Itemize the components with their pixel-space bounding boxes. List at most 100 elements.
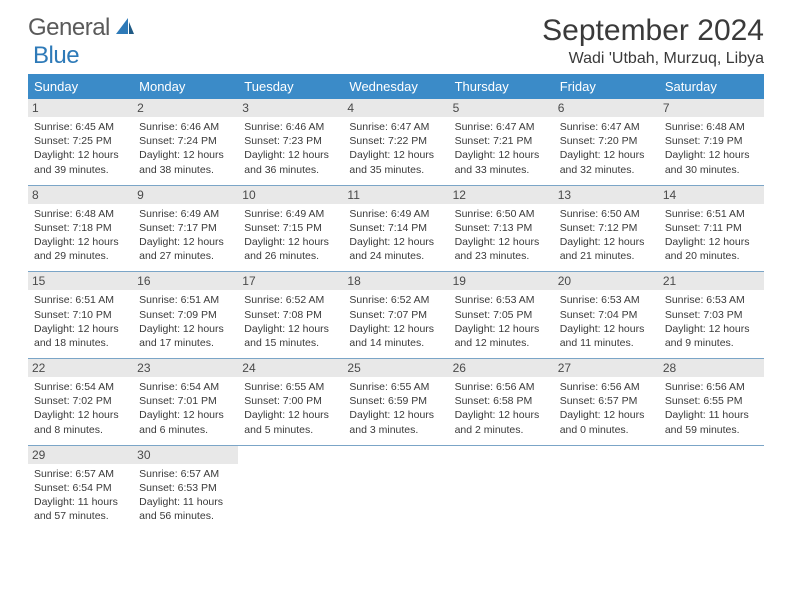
week-row: 22 Sunrise: 6:54 AMSunset: 7:02 PMDayligh… [28, 359, 764, 446]
day-number: 20 [554, 272, 659, 290]
day-cell: 29 Sunrise: 6:57 AMSunset: 6:54 PMDayligh… [28, 446, 133, 532]
location-text: Wadi 'Utbah, Murzuq, Libya [542, 50, 764, 68]
day-number: 16 [133, 272, 238, 290]
day-details: Sunrise: 6:48 AMSunset: 7:19 PMDaylight:… [665, 120, 758, 177]
day-details: Sunrise: 6:48 AMSunset: 7:18 PMDaylight:… [34, 207, 127, 264]
day-details: Sunrise: 6:56 AMSunset: 6:55 PMDaylight:… [665, 380, 758, 437]
day-details: Sunrise: 6:50 AMSunset: 7:12 PMDaylight:… [560, 207, 653, 264]
day-number: 3 [238, 99, 343, 117]
week-row: 29 Sunrise: 6:57 AMSunset: 6:54 PMDayligh… [28, 446, 764, 532]
day-details: Sunrise: 6:55 AMSunset: 6:59 PMDaylight:… [349, 380, 442, 437]
day-number: 26 [449, 359, 554, 377]
day-cell: 27 Sunrise: 6:56 AMSunset: 6:57 PMDayligh… [554, 359, 659, 445]
day-details: Sunrise: 6:49 AMSunset: 7:15 PMDaylight:… [244, 207, 337, 264]
day-cell: 4 Sunrise: 6:47 AMSunset: 7:22 PMDaylight… [343, 99, 448, 185]
day-number: 21 [659, 272, 764, 290]
day-details: Sunrise: 6:47 AMSunset: 7:20 PMDaylight:… [560, 120, 653, 177]
day-number: 12 [449, 186, 554, 204]
day-cell: 25Sunrise: 6:55 AMSunset: 6:59 PMDayligh… [343, 359, 448, 445]
day-details: Sunrise: 6:53 AMSunset: 7:03 PMDaylight:… [665, 293, 758, 350]
title-block: September 2024 Wadi 'Utbah, Murzuq, Liby… [542, 14, 764, 68]
logo-sail-icon [114, 16, 136, 41]
day-number: 28 [659, 359, 764, 377]
day-cell: 6 Sunrise: 6:47 AMSunset: 7:20 PMDaylight… [554, 99, 659, 185]
day-cell-empty [554, 446, 659, 532]
day-details: Sunrise: 6:51 AMSunset: 7:10 PMDaylight:… [34, 293, 127, 350]
day-cell-empty [238, 446, 343, 532]
day-cell: 13Sunrise: 6:50 AMSunset: 7:12 PMDayligh… [554, 186, 659, 272]
day-details: Sunrise: 6:56 AMSunset: 6:58 PMDaylight:… [455, 380, 548, 437]
day-number: 1 [28, 99, 133, 117]
day-cell: 30 Sunrise: 6:57 AMSunset: 6:53 PMDayligh… [133, 446, 238, 532]
day-number: 9 [133, 186, 238, 204]
day-cell: 18Sunrise: 6:52 AMSunset: 7:07 PMDayligh… [343, 272, 448, 358]
day-details: Sunrise: 6:50 AMSunset: 7:13 PMDaylight:… [455, 207, 548, 264]
week-row: 1 Sunrise: 6:45 AMSunset: 7:25 PMDaylight… [28, 99, 764, 186]
day-cell: 12 Sunrise: 6:50 AMSunset: 7:13 PMDayligh… [449, 186, 554, 272]
weekday-header: Friday [554, 74, 659, 99]
day-number: 22 [28, 359, 133, 377]
logo-text-blue-wrap: Blue [33, 42, 79, 70]
day-details: Sunrise: 6:47 AMSunset: 7:22 PMDaylight:… [349, 120, 442, 177]
day-details: Sunrise: 6:49 AMSunset: 7:14 PMDaylight:… [349, 207, 442, 264]
day-details: Sunrise: 6:56 AMSunset: 6:57 PMDaylight:… [560, 380, 653, 437]
day-cell: 21 Sunrise: 6:53 AMSunset: 7:03 PMDayligh… [659, 272, 764, 358]
day-cell: 7 Sunrise: 6:48 AMSunset: 7:19 PMDaylight… [659, 99, 764, 185]
header: General September 2024 Wadi 'Utbah, Murz… [0, 0, 792, 74]
day-details: Sunrise: 6:45 AMSunset: 7:25 PMDaylight:… [34, 120, 127, 177]
month-title: September 2024 [542, 14, 764, 48]
day-number: 8 [28, 186, 133, 204]
weekday-header: Tuesday [238, 74, 343, 99]
day-details: Sunrise: 6:57 AMSunset: 6:53 PMDaylight:… [139, 467, 232, 524]
day-number: 14 [659, 186, 764, 204]
day-cell: 19Sunrise: 6:53 AMSunset: 7:05 PMDayligh… [449, 272, 554, 358]
day-details: Sunrise: 6:54 AMSunset: 7:01 PMDaylight:… [139, 380, 232, 437]
day-details: Sunrise: 6:51 AMSunset: 7:11 PMDaylight:… [665, 207, 758, 264]
weekday-header: Monday [133, 74, 238, 99]
day-number: 27 [554, 359, 659, 377]
day-number: 4 [343, 99, 448, 117]
day-cell: 22 Sunrise: 6:54 AMSunset: 7:02 PMDayligh… [28, 359, 133, 445]
day-details: Sunrise: 6:57 AMSunset: 6:54 PMDaylight:… [34, 467, 127, 524]
calendar: SundayMondayTuesdayWednesdayThursdayFrid… [0, 74, 792, 531]
day-details: Sunrise: 6:54 AMSunset: 7:02 PMDaylight:… [34, 380, 127, 437]
day-cell: 23 Sunrise: 6:54 AMSunset: 7:01 PMDayligh… [133, 359, 238, 445]
day-number: 24 [238, 359, 343, 377]
day-details: Sunrise: 6:52 AMSunset: 7:07 PMDaylight:… [349, 293, 442, 350]
day-cell: 8 Sunrise: 6:48 AMSunset: 7:18 PMDaylight… [28, 186, 133, 272]
day-details: Sunrise: 6:47 AMSunset: 7:21 PMDaylight:… [455, 120, 548, 177]
day-cell: 26 Sunrise: 6:56 AMSunset: 6:58 PMDayligh… [449, 359, 554, 445]
day-details: Sunrise: 6:51 AMSunset: 7:09 PMDaylight:… [139, 293, 232, 350]
day-cell: 2 Sunrise: 6:46 AMSunset: 7:24 PMDaylight… [133, 99, 238, 185]
day-number: 17 [238, 272, 343, 290]
day-number: 29 [28, 446, 133, 464]
day-cell: 17 Sunrise: 6:52 AMSunset: 7:08 PMDayligh… [238, 272, 343, 358]
day-number: 6 [554, 99, 659, 117]
day-number: 11 [343, 186, 448, 204]
day-details: Sunrise: 6:53 AMSunset: 7:05 PMDaylight:… [455, 293, 548, 350]
day-cell-empty [449, 446, 554, 532]
weekday-header: Saturday [659, 74, 764, 99]
weekday-header: Wednesday [343, 74, 448, 99]
day-details: Sunrise: 6:49 AMSunset: 7:17 PMDaylight:… [139, 207, 232, 264]
day-number: 15 [28, 272, 133, 290]
day-cell: 3 Sunrise: 6:46 AMSunset: 7:23 PMDaylight… [238, 99, 343, 185]
week-row: 8 Sunrise: 6:48 AMSunset: 7:18 PMDaylight… [28, 186, 764, 273]
day-cell: 20 Sunrise: 6:53 AMSunset: 7:04 PMDayligh… [554, 272, 659, 358]
day-number: 7 [659, 99, 764, 117]
day-details: Sunrise: 6:55 AMSunset: 7:00 PMDaylight:… [244, 380, 337, 437]
day-number: 23 [133, 359, 238, 377]
day-details: Sunrise: 6:46 AMSunset: 7:23 PMDaylight:… [244, 120, 337, 177]
day-cell-empty [659, 446, 764, 532]
weekday-header: Sunday [28, 74, 133, 99]
day-details: Sunrise: 6:52 AMSunset: 7:08 PMDaylight:… [244, 293, 337, 350]
logo-text-blue: Blue [33, 42, 79, 69]
day-number: 2 [133, 99, 238, 117]
day-cell: 11 Sunrise: 6:49 AMSunset: 7:14 PMDayligh… [343, 186, 448, 272]
day-cell: 28 Sunrise: 6:56 AMSunset: 6:55 PMDayligh… [659, 359, 764, 445]
day-cell: 14 Sunrise: 6:51 AMSunset: 7:11 PMDayligh… [659, 186, 764, 272]
day-details: Sunrise: 6:53 AMSunset: 7:04 PMDaylight:… [560, 293, 653, 350]
day-number: 30 [133, 446, 238, 464]
day-details: Sunrise: 6:46 AMSunset: 7:24 PMDaylight:… [139, 120, 232, 177]
logo: General [28, 14, 138, 42]
